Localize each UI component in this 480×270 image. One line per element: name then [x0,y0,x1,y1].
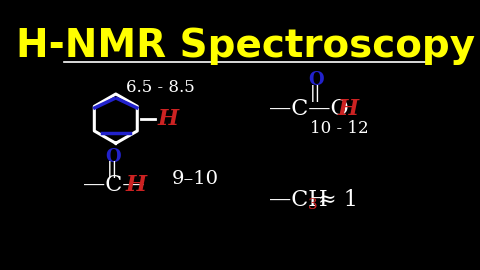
Text: ||: || [107,161,119,178]
Text: O: O [105,148,120,166]
Text: —C—O: —C—O [269,98,349,120]
Text: —CH: —CH [269,189,328,211]
Text: H: H [126,174,147,196]
Text: ||: || [310,86,322,103]
Text: 9–10: 9–10 [172,170,219,188]
Text: 6.5 - 8.5: 6.5 - 8.5 [126,79,195,96]
Text: 10 - 12: 10 - 12 [310,120,368,137]
Text: H: H [157,108,179,130]
Text: O: O [308,71,324,89]
Text: H: H [337,98,359,120]
Text: H-NMR Spectroscopy: H-NMR Spectroscopy [16,27,476,65]
Text: —C—: —C— [83,174,145,196]
Text: 3: 3 [308,198,318,212]
Text: ≈ 1: ≈ 1 [318,189,358,211]
